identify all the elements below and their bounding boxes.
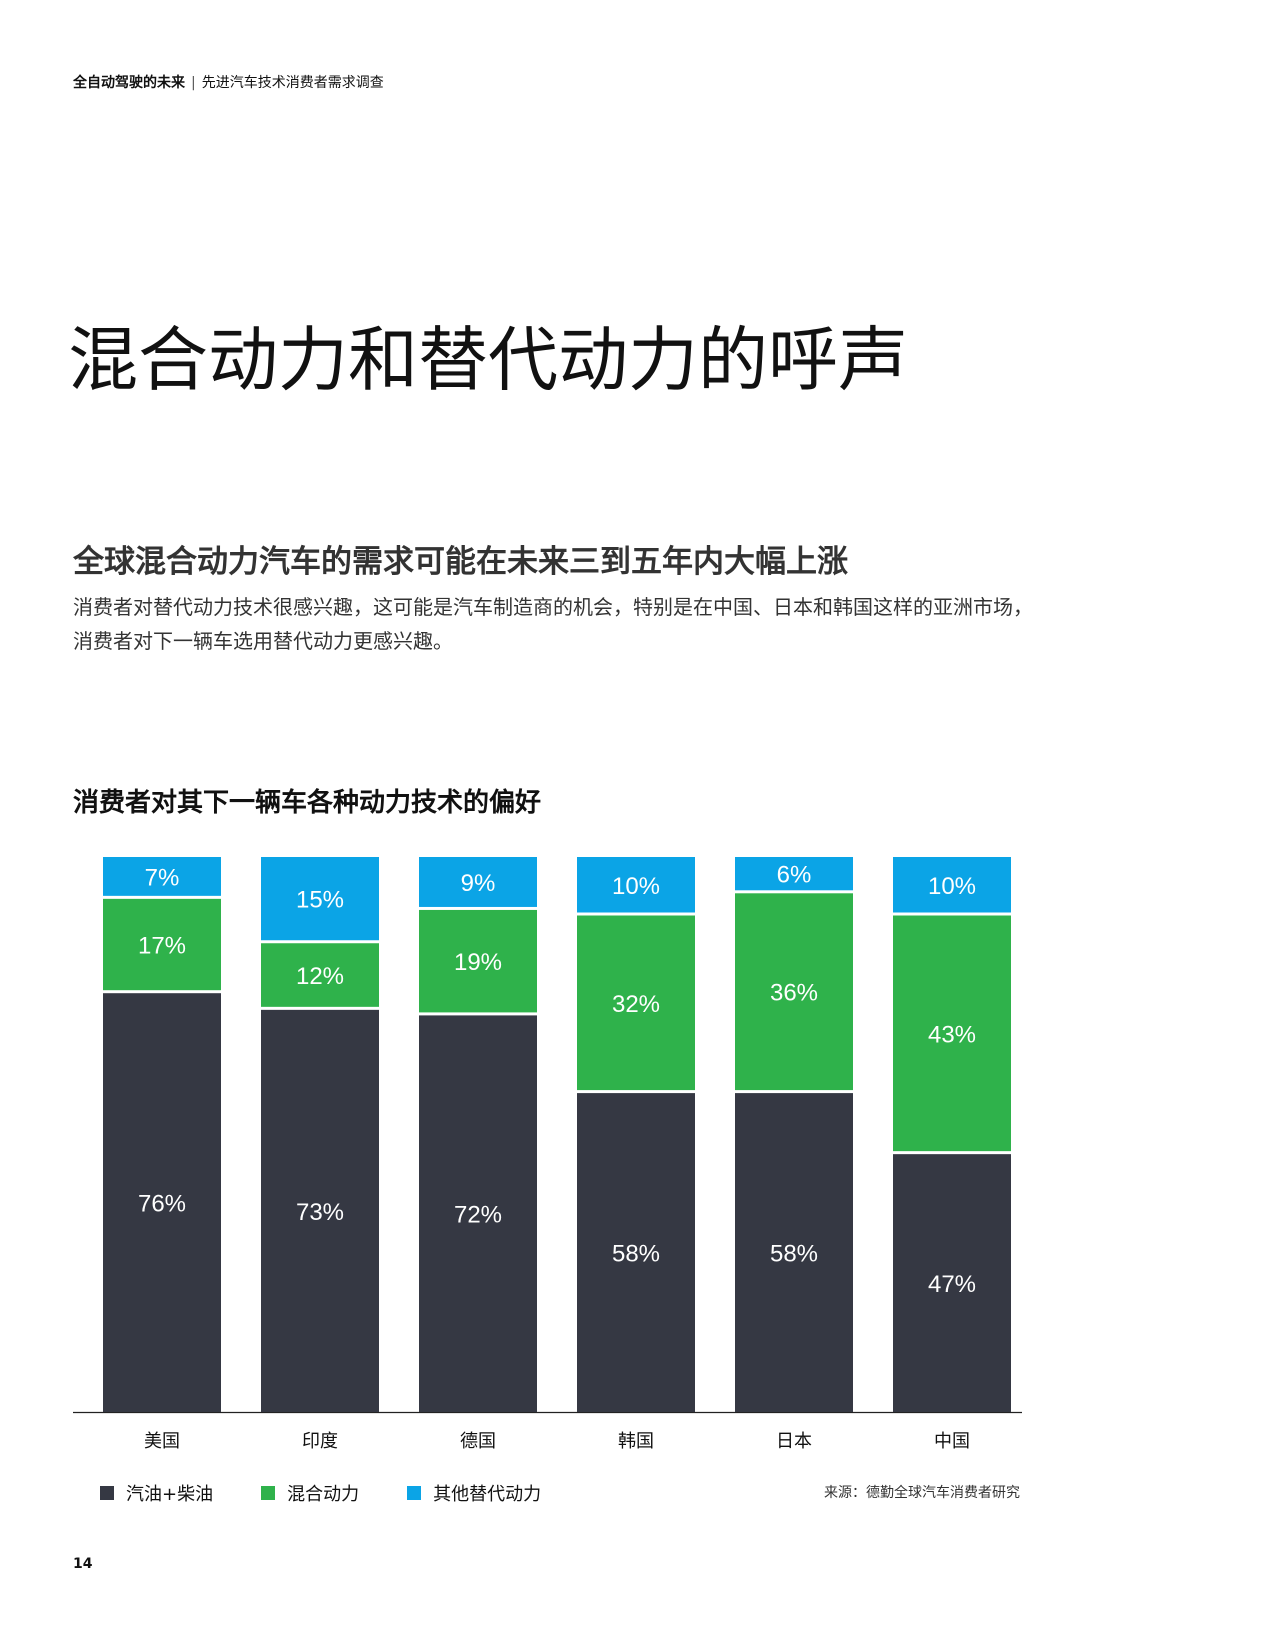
bar-segment <box>103 857 221 896</box>
bar-segment <box>103 898 221 991</box>
header-separator: | <box>191 75 196 91</box>
data-label: 72% <box>454 1202 502 1229</box>
x-tick-label: 韩国 <box>618 1431 654 1452</box>
legend-item-hybrid: 混合动力 <box>261 1480 359 1506</box>
data-label: 10% <box>612 873 660 900</box>
data-label: 58% <box>612 1241 660 1268</box>
bar-segment <box>419 857 537 907</box>
intro-paragraph: 消费者对替代动力技术很感兴趣，这可能是汽车制造商的机会，特别是在中国、日本和韩国… <box>73 595 1033 653</box>
chart-title: 消费者对其下一辆车各种动力技术的偏好 <box>73 788 542 818</box>
data-label: 36% <box>770 980 818 1007</box>
data-label: 47% <box>928 1271 976 1298</box>
data-label: 19% <box>454 949 502 976</box>
bar-segment <box>735 1093 853 1412</box>
data-label: 15% <box>296 887 344 914</box>
legend-swatch-hybrid <box>261 1486 276 1500</box>
data-label: 10% <box>928 873 976 900</box>
page-number: 14 <box>73 1556 93 1572</box>
data-label: 73% <box>296 1199 344 1226</box>
bar-segment <box>735 893 853 1091</box>
bar-segment <box>893 1154 1011 1412</box>
x-tick-label: 中国 <box>934 1431 970 1452</box>
x-tick-label: 印度 <box>302 1431 338 1452</box>
bar-segment <box>261 943 379 1007</box>
bar-segment <box>577 1093 695 1412</box>
data-label: 76% <box>138 1191 186 1218</box>
bar-segment <box>893 857 1011 913</box>
bar-segment <box>419 909 537 1013</box>
legend-item-gas-diesel: 汽油+柴油 <box>100 1480 213 1506</box>
subheading: 全球混合动力汽车的需求可能在未来三到五年内大幅上涨 <box>73 544 848 580</box>
data-label: 17% <box>138 933 186 960</box>
bar-segment <box>103 993 221 1412</box>
bar-segment <box>261 1009 379 1412</box>
data-label: 6% <box>777 862 812 889</box>
legend-label-gas-diesel: 汽油+柴油 <box>126 1484 214 1505</box>
page-title: 混合动力和替代动力的呼声 <box>68 319 908 401</box>
x-tick-label: 美国 <box>144 1431 180 1452</box>
data-label: 58% <box>770 1241 818 1268</box>
report-subtitle: 先进汽车技术消费者需求调查 <box>201 75 384 91</box>
report-name: 全自动驾驶的未来 <box>73 75 185 91</box>
x-tick-label: 日本 <box>776 1431 812 1452</box>
bar-segment <box>577 857 695 913</box>
legend-swatch-alternative <box>407 1486 422 1500</box>
running-header: 全自动驾驶的未来 | 先进汽车技术消费者需求调查 <box>73 72 384 92</box>
x-tick-label: 德国 <box>460 1431 496 1452</box>
bar-segment <box>261 857 379 941</box>
legend-label-hybrid: 混合动力 <box>287 1484 360 1505</box>
bar-segment <box>735 857 853 891</box>
legend-item-alternative: 其他替代动力 <box>407 1480 541 1506</box>
bar-segment <box>893 915 1011 1152</box>
bar-segment <box>577 915 695 1091</box>
legend-label-alternative: 其他替代动力 <box>433 1484 542 1505</box>
data-label: 9% <box>461 870 496 897</box>
data-label: 7% <box>145 864 180 891</box>
data-label: 32% <box>612 991 660 1018</box>
bar-segment <box>419 1015 537 1412</box>
source-note: 来源：德勤全球汽车消费者研究 <box>824 1485 1020 1501</box>
chart-legend: 汽油+柴油 混合动力 其他替代动力 <box>100 1480 541 1506</box>
legend-swatch-gas-diesel <box>100 1486 114 1500</box>
data-label: 12% <box>296 963 344 990</box>
data-label: 43% <box>928 1021 976 1048</box>
